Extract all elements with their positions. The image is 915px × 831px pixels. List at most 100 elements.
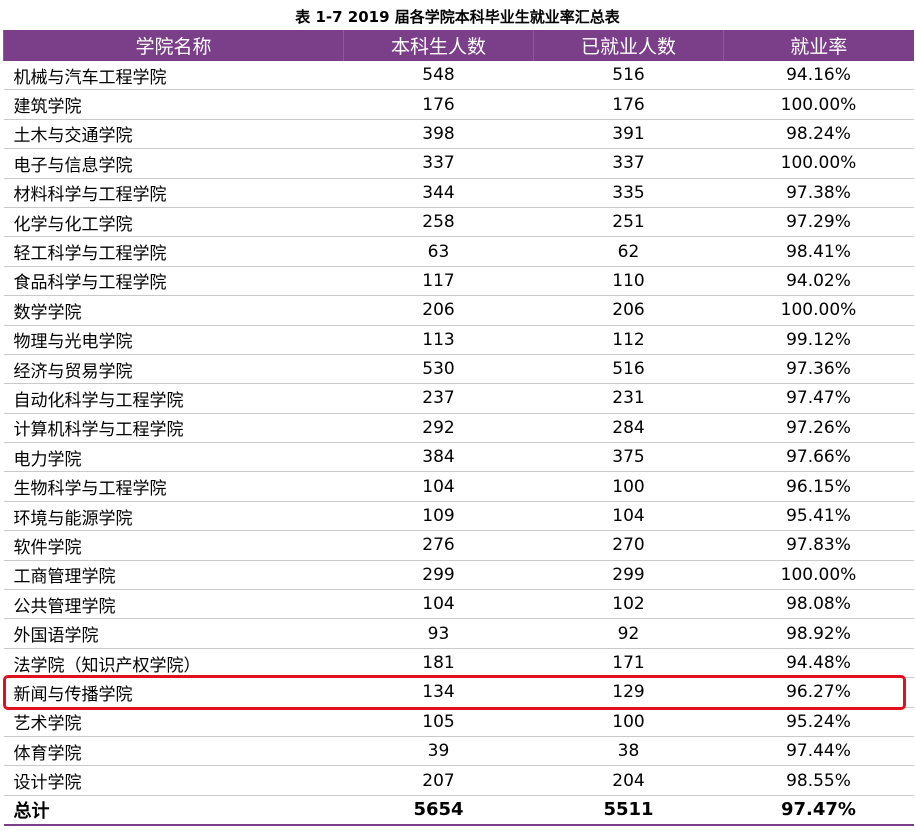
students-cell: 398 [343, 119, 534, 150]
college-name-cell: 环境与能源学院 [3, 501, 344, 532]
students-cell: 548 [343, 61, 534, 91]
college-name-cell: 计算机科学与工程学院 [3, 413, 344, 444]
header-employed: 已就业人数 [533, 30, 724, 61]
rate-cell: 100.00% [723, 148, 914, 179]
header-students: 本科生人数 [343, 30, 534, 61]
rate-cell: 96.15% [723, 471, 914, 502]
rate-cell: 97.44% [723, 736, 914, 767]
table-wrapper: 学院名称 本科生人数 已就业人数 就业率 机械与汽车工程学院 548 516 94.1… [0, 30, 915, 827]
table-row: 经济与贸易学院 530 516 97.36% [3, 354, 914, 385]
table-row: 电力学院 384 375 97.66% [3, 442, 914, 473]
table-row: 数学学院 206 206 100.00% [3, 295, 914, 326]
table-row: 电子与信息学院 337 337 100.00% [3, 148, 914, 179]
table-row: 机械与汽车工程学院 548 516 94.16% [3, 61, 914, 91]
header-rate: 就业率 [723, 30, 914, 61]
college-name-cell: 工商管理学院 [3, 560, 344, 591]
college-name-cell: 生物科学与工程学院 [3, 471, 344, 502]
rate-cell: 97.47% [723, 383, 914, 414]
rate-cell: 94.16% [723, 61, 914, 91]
rate-cell: 95.41% [723, 501, 914, 532]
table-row: 体育学院 39 38 97.44% [3, 736, 914, 767]
employed-cell: 206 [533, 295, 724, 326]
college-name-cell: 自动化科学与工程学院 [3, 383, 344, 414]
rate-cell: 94.02% [723, 266, 914, 297]
rate-cell: 100.00% [723, 89, 914, 120]
rate-cell: 94.48% [723, 648, 914, 679]
students-cell: 134 [343, 677, 534, 708]
rate-cell: 97.36% [723, 354, 914, 385]
rate-cell: 98.55% [723, 765, 914, 796]
table-row: 新闻与传播学院 134 129 96.27% [3, 677, 914, 708]
employed-cell: 38 [533, 736, 724, 767]
employed-cell: 5511 [533, 795, 724, 827]
students-cell: 344 [343, 178, 534, 208]
students-cell: 206 [343, 295, 534, 326]
college-name-cell: 轻工科学与工程学院 [3, 236, 344, 267]
college-name-cell: 机械与汽车工程学院 [3, 61, 344, 91]
table-row: 公共管理学院 104 102 98.08% [3, 589, 914, 620]
employed-cell: 231 [533, 383, 724, 414]
college-name-cell: 材料科学与工程学院 [3, 178, 344, 208]
rate-cell: 98.41% [723, 236, 914, 267]
total-row: 总计 5654 5511 97.47% [3, 795, 914, 827]
college-name-cell: 法学院（知识产权学院） [3, 648, 344, 679]
employed-cell: 516 [533, 61, 724, 91]
students-cell: 104 [343, 471, 534, 502]
students-cell: 93 [343, 618, 534, 649]
table-caption: 表 1-7 2019 届各学院本科毕业生就业率汇总表 [295, 8, 620, 26]
college-name-cell: 软件学院 [3, 530, 344, 561]
college-name-cell: 数学学院 [3, 295, 344, 326]
employed-cell: 100 [533, 471, 724, 502]
employed-cell: 375 [533, 442, 724, 473]
table-row: 艺术学院 105 100 95.24% [3, 707, 914, 737]
college-name-cell: 电力学院 [3, 442, 344, 473]
table-row: 工商管理学院 299 299 100.00% [3, 560, 914, 591]
students-cell: 276 [343, 530, 534, 561]
students-cell: 299 [343, 560, 534, 591]
students-cell: 63 [343, 236, 534, 267]
employed-cell: 129 [533, 677, 724, 708]
college-name-cell: 新闻与传播学院 [3, 677, 344, 708]
rate-cell: 97.26% [723, 413, 914, 444]
employed-cell: 391 [533, 119, 724, 150]
employed-cell: 62 [533, 236, 724, 267]
rate-cell: 100.00% [723, 295, 914, 326]
employed-cell: 284 [533, 413, 724, 444]
students-cell: 237 [343, 383, 534, 414]
employed-cell: 171 [533, 648, 724, 679]
students-cell: 530 [343, 354, 534, 385]
college-name-cell: 公共管理学院 [3, 589, 344, 620]
employed-cell: 516 [533, 354, 724, 385]
college-name-cell: 体育学院 [3, 736, 344, 767]
college-name-cell: 电子与信息学院 [3, 148, 344, 179]
employed-cell: 335 [533, 178, 724, 208]
header-college: 学院名称 [3, 30, 344, 61]
college-name-cell: 土木与交通学院 [3, 119, 344, 150]
college-name-cell: 建筑学院 [3, 89, 344, 120]
employed-cell: 176 [533, 89, 724, 120]
employed-cell: 251 [533, 207, 724, 238]
employed-cell: 299 [533, 560, 724, 591]
college-name-cell: 外国语学院 [3, 618, 344, 649]
rate-cell: 99.12% [723, 325, 914, 355]
rate-cell: 98.24% [723, 119, 914, 150]
students-cell: 105 [343, 707, 534, 737]
students-cell: 176 [343, 89, 534, 120]
rate-cell: 97.29% [723, 207, 914, 238]
students-cell: 113 [343, 325, 534, 355]
students-cell: 109 [343, 501, 534, 532]
students-cell: 292 [343, 413, 534, 444]
college-name-cell: 设计学院 [3, 765, 344, 796]
rate-cell: 98.92% [723, 618, 914, 649]
table-row: 软件学院 276 270 97.83% [3, 530, 914, 561]
students-cell: 181 [343, 648, 534, 679]
students-cell: 337 [343, 148, 534, 179]
employed-cell: 100 [533, 707, 724, 737]
header-row: 学院名称 本科生人数 已就业人数 就业率 [3, 30, 914, 61]
rate-cell: 97.66% [723, 442, 914, 473]
table-row: 设计学院 207 204 98.55% [3, 765, 914, 796]
employed-cell: 270 [533, 530, 724, 561]
college-name-cell: 总计 [3, 795, 344, 827]
college-name-cell: 艺术学院 [3, 707, 344, 737]
rate-cell: 100.00% [723, 560, 914, 591]
